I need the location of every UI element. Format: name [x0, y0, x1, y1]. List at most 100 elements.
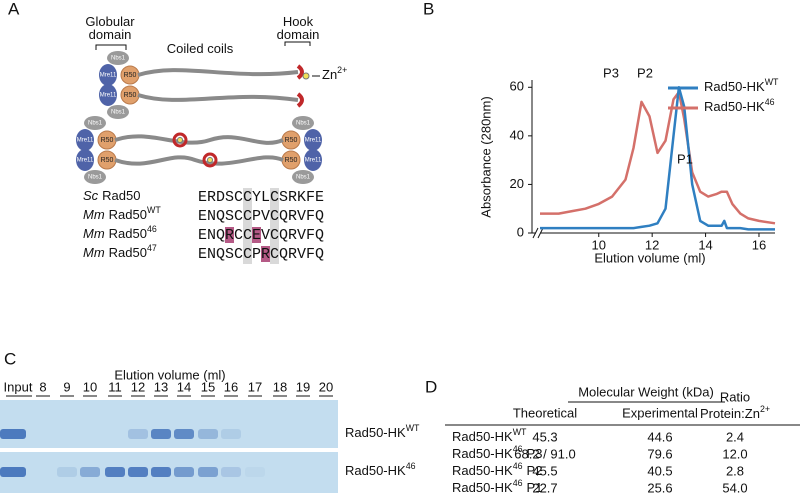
- text-run: P2: [527, 463, 543, 478]
- superscript: 2+: [760, 404, 770, 414]
- gel-band: [174, 429, 194, 439]
- panel-label: A: [8, 0, 20, 18]
- table-cell: 2.4: [726, 429, 744, 444]
- lane-label: 20: [319, 379, 333, 394]
- mre11-label: Mre11: [77, 138, 94, 144]
- table-cell: 2.8: [726, 463, 744, 478]
- coiled-coil: [114, 134, 284, 145]
- gel-band: [245, 467, 265, 477]
- row-name: Rad50-HKWT: [452, 427, 527, 444]
- coiled-coil: [114, 155, 284, 166]
- gel-band: [151, 429, 171, 439]
- r50-label: R50: [101, 137, 114, 144]
- x-tick-label: 12: [645, 237, 659, 252]
- sequence: ENQSCCPRCQRVFQ: [198, 246, 324, 263]
- hook: [202, 152, 218, 168]
- panel-label: C: [4, 349, 16, 368]
- table-cell: 45.3: [532, 429, 557, 444]
- coiled-coil: [137, 93, 299, 102]
- text-run: Rad50: [109, 245, 147, 260]
- gel-band: [198, 467, 218, 477]
- table-cell: 25.6: [647, 480, 672, 493]
- mre11: [304, 129, 322, 151]
- table-cell: 68.2 / 91.0: [514, 446, 575, 461]
- label: Hook: [283, 14, 314, 29]
- label: domain: [277, 27, 320, 42]
- nbs1: [107, 105, 129, 119]
- hook: [296, 92, 304, 108]
- row-label: Rad50-HK46: [345, 461, 416, 478]
- superscript: WT: [765, 77, 779, 87]
- text-run: Hook: [283, 14, 314, 29]
- y-tick-label: 20: [510, 176, 524, 191]
- text-run: Rad50-HK: [345, 425, 406, 440]
- text-run: Rad50-HK: [452, 480, 513, 493]
- legend-label: Rad50-HKWT: [704, 77, 779, 94]
- gel-band: [151, 467, 171, 477]
- table-cell: 45.5: [532, 463, 557, 478]
- mre11-label: Mre11: [305, 138, 322, 144]
- label: Globular: [85, 14, 135, 29]
- conserved-column: [270, 188, 279, 264]
- ratio-header: Ratio: [720, 389, 750, 404]
- lane-label: 15: [201, 379, 215, 394]
- nbs1-label: Nbs1: [111, 110, 126, 116]
- superscript: 46: [406, 461, 416, 471]
- lane-label: 8: [39, 379, 46, 394]
- zinc: [207, 157, 213, 163]
- panel-label: D: [425, 377, 437, 396]
- gel-band: [198, 429, 218, 439]
- gel-band: [128, 429, 148, 439]
- text-run: Rad50: [109, 226, 147, 241]
- table-cell: 44.6: [647, 429, 672, 444]
- ratio-header: Protein:Zn2+: [700, 404, 770, 421]
- hook: [172, 132, 188, 148]
- conserved-column: [243, 188, 252, 264]
- mutation: [261, 246, 270, 262]
- lane-label: 14: [177, 379, 191, 394]
- gel-band: [128, 467, 148, 477]
- y-tick-label: 40: [510, 127, 524, 142]
- text-run: Mm: [83, 226, 105, 241]
- mutation: [225, 227, 234, 243]
- text-run: Rad50-HK: [345, 463, 406, 478]
- superscript: WT: [513, 427, 527, 437]
- nbs1: [292, 116, 314, 130]
- gel-band: [0, 467, 26, 477]
- axis-break: [532, 227, 539, 239]
- sequence: ENQSCCPVCQRVFQ: [198, 208, 324, 225]
- gel-band: [221, 429, 241, 439]
- peak-label: P2: [637, 65, 653, 80]
- text-run: Rad50: [109, 207, 147, 222]
- text-run: Rad50-HK: [704, 79, 765, 94]
- label: Zn2+: [322, 65, 347, 82]
- superscript: 47: [147, 243, 157, 253]
- y-axis-label: Absorbance (280nm): [478, 96, 493, 217]
- gel-band: [57, 467, 77, 477]
- r50-label: R50: [124, 72, 137, 79]
- axis-break-gap: [536, 228, 540, 238]
- column-header: Experimental: [622, 405, 698, 420]
- row-label: Rad50-HKWT: [345, 423, 420, 440]
- x-tick-label: 10: [592, 237, 606, 252]
- table-cell: 40.5: [647, 463, 672, 478]
- x-tick-label: 14: [698, 237, 712, 252]
- lane-label: 11: [108, 379, 122, 394]
- row-name: Rad50-HK46 P2: [452, 461, 542, 478]
- mre11: [99, 64, 117, 86]
- text-run: Globular: [85, 14, 135, 29]
- protein-name: Mm Rad5046: [83, 224, 157, 241]
- text-run: Rad50-HK: [704, 99, 765, 114]
- gel-band: [105, 467, 125, 477]
- superscript: 46: [513, 444, 523, 454]
- coiled-coil: [137, 68, 299, 77]
- superscript: 46: [513, 478, 523, 488]
- sequence: ENQRCCEVCQRVFQ: [198, 227, 324, 244]
- r50-label: R50: [124, 92, 137, 99]
- mre11: [99, 84, 117, 106]
- zinc: [177, 137, 183, 143]
- nbs1: [292, 170, 314, 184]
- nbs1-label: Nbs1: [111, 56, 126, 62]
- text-run: Rad50: [102, 188, 140, 203]
